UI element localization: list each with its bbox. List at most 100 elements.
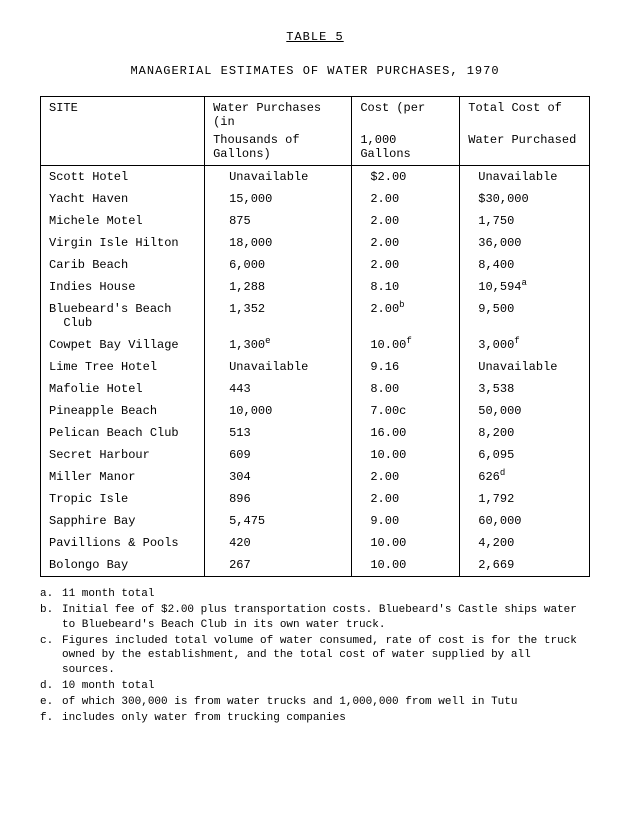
- cell-site: Virgin Isle Hilton: [41, 232, 205, 254]
- cell-cost: 9.00: [352, 510, 460, 532]
- cell-cost: 10.00f: [352, 334, 460, 356]
- cell-total: 3,538: [460, 378, 590, 400]
- footnote: e.of which 300,000 is from water trucks …: [40, 695, 590, 710]
- cell-purchases: 6,000: [205, 254, 352, 276]
- cell-site: Sapphire Bay: [41, 510, 205, 532]
- footnote-key: e.: [40, 695, 62, 710]
- cell-cost: 2.00: [352, 254, 460, 276]
- col-purchases-header-l2: Thousands of Gallons): [205, 133, 352, 166]
- col-purchases-header-l1: Water Purchases (in: [205, 97, 352, 134]
- footnote-key: b.: [40, 603, 62, 633]
- cell-site: Bluebeard's Beach Club: [41, 298, 205, 334]
- cell-cost: 10.00: [352, 444, 460, 466]
- cell-total: 6,095: [460, 444, 590, 466]
- cell-site: Bolongo Bay: [41, 554, 205, 577]
- cell-cost: 2.00: [352, 488, 460, 510]
- table-row: Virgin Isle Hilton18,0002.0036,000: [41, 232, 590, 254]
- cell-site: Yacht Haven: [41, 188, 205, 210]
- cell-total: 626d: [460, 466, 590, 488]
- cell-site: Lime Tree Hotel: [41, 356, 205, 378]
- cell-purchases: Unavailable: [205, 166, 352, 189]
- cell-purchases: 513: [205, 422, 352, 444]
- cell-purchases: Unavailable: [205, 356, 352, 378]
- cell-purchases: 1,288: [205, 276, 352, 298]
- cell-total: 36,000: [460, 232, 590, 254]
- table-row: Lime Tree HotelUnavailable9.16Unavailabl…: [41, 356, 590, 378]
- cell-site: Indies House: [41, 276, 205, 298]
- cell-purchases: 18,000: [205, 232, 352, 254]
- table-row: Carib Beach6,0002.008,400: [41, 254, 590, 276]
- cell-purchases: 609: [205, 444, 352, 466]
- footnote-text: Figures included total volume of water c…: [62, 634, 590, 679]
- cell-purchases: 896: [205, 488, 352, 510]
- cell-total: 4,200: [460, 532, 590, 554]
- footnote-text: 11 month total: [62, 587, 590, 602]
- col-site-header-l2: [41, 133, 205, 166]
- col-cost-header-l2: 1,000 Gallons: [352, 133, 460, 166]
- cell-total: $30,000: [460, 188, 590, 210]
- cell-total: 8,400: [460, 254, 590, 276]
- footnote: b.Initial fee of $2.00 plus transportati…: [40, 603, 590, 633]
- cell-cost: 9.16: [352, 356, 460, 378]
- footnote-key: c.: [40, 634, 62, 679]
- table-row: Tropic Isle8962.001,792: [41, 488, 590, 510]
- cell-site: Mafolie Hotel: [41, 378, 205, 400]
- table-row: Pavillions & Pools42010.004,200: [41, 532, 590, 554]
- cell-purchases: 1,352: [205, 298, 352, 334]
- cell-total: 1,750: [460, 210, 590, 232]
- cell-cost: 8.10: [352, 276, 460, 298]
- table-row: Indies House1,2888.1010,594a: [41, 276, 590, 298]
- cell-cost: 10.00: [352, 532, 460, 554]
- cell-cost: 2.00: [352, 210, 460, 232]
- table-row: Mafolie Hotel4438.003,538: [41, 378, 590, 400]
- cell-site: Pineapple Beach: [41, 400, 205, 422]
- cell-site: Pelican Beach Club: [41, 422, 205, 444]
- cell-cost: 16.00: [352, 422, 460, 444]
- cell-total: 8,200: [460, 422, 590, 444]
- cell-cost: 10.00: [352, 554, 460, 577]
- cell-total: 50,000: [460, 400, 590, 422]
- footnote: c.Figures included total volume of water…: [40, 634, 590, 679]
- table-row: Sapphire Bay5,4759.0060,000: [41, 510, 590, 532]
- table-row: Pineapple Beach10,0007.00c50,000: [41, 400, 590, 422]
- cell-total: 1,792: [460, 488, 590, 510]
- cell-cost: 7.00c: [352, 400, 460, 422]
- footnote-text: 10 month total: [62, 679, 590, 694]
- table-row: Michele Motel8752.001,750: [41, 210, 590, 232]
- table-row: Secret Harbour60910.006,095: [41, 444, 590, 466]
- col-cost-header-l1: Cost (per: [352, 97, 460, 134]
- cell-cost: 2.00: [352, 466, 460, 488]
- cell-purchases: 443: [205, 378, 352, 400]
- col-total-header-l2: Water Purchased: [460, 133, 590, 166]
- cell-purchases: 304: [205, 466, 352, 488]
- cell-total: Unavailable: [460, 356, 590, 378]
- footnote: f.includes only water from trucking comp…: [40, 711, 590, 726]
- cell-site: Pavillions & Pools: [41, 532, 205, 554]
- cell-cost: 2.00b: [352, 298, 460, 334]
- cell-total: 60,000: [460, 510, 590, 532]
- cell-purchases: 10,000: [205, 400, 352, 422]
- cell-site: Michele Motel: [41, 210, 205, 232]
- cell-cost: $2.00: [352, 166, 460, 189]
- cell-purchases: 875: [205, 210, 352, 232]
- cell-site: Scott Hotel: [41, 166, 205, 189]
- cell-cost: 8.00: [352, 378, 460, 400]
- table-row: Miller Manor3042.00626d: [41, 466, 590, 488]
- cell-site: Secret Harbour: [41, 444, 205, 466]
- table-row: Yacht Haven15,0002.00$30,000: [41, 188, 590, 210]
- footnote-key: d.: [40, 679, 62, 694]
- cell-purchases: 15,000: [205, 188, 352, 210]
- cell-total: 2,669: [460, 554, 590, 577]
- footnote: d.10 month total: [40, 679, 590, 694]
- cell-purchases: 420: [205, 532, 352, 554]
- cell-purchases: 1,300e: [205, 334, 352, 356]
- table-row: Scott HotelUnavailable$2.00Unavailable: [41, 166, 590, 189]
- data-table: SITE Water Purchases (in Cost (per Total…: [40, 96, 590, 577]
- cell-cost: 2.00: [352, 232, 460, 254]
- footnote-key: a.: [40, 587, 62, 602]
- table-number: TABLE 5: [40, 30, 590, 44]
- table-row: Cowpet Bay Village1,300e10.00f3,000f: [41, 334, 590, 356]
- col-site-header-l1: SITE: [41, 97, 205, 134]
- cell-purchases: 267: [205, 554, 352, 577]
- cell-site: Cowpet Bay Village: [41, 334, 205, 356]
